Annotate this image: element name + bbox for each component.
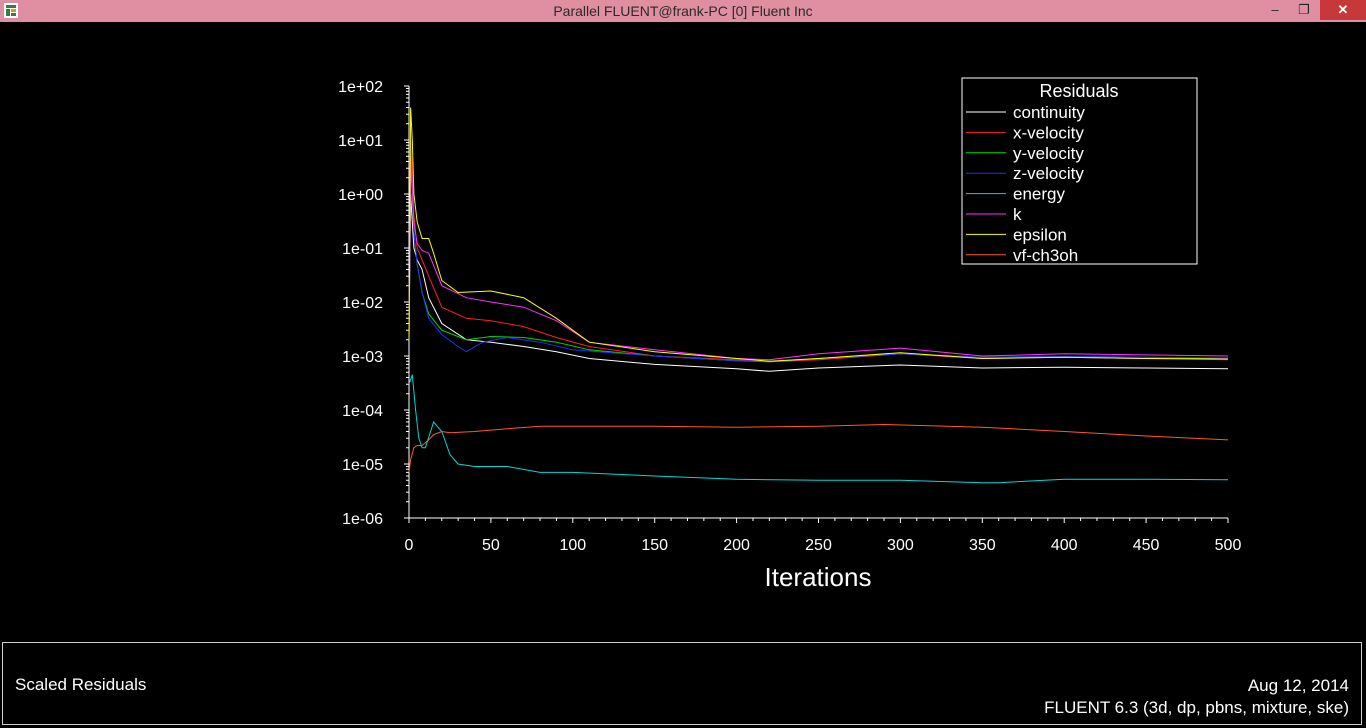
footer-info: Aug 12, 2014 FLUENT 6.3 (3d, dp, pbns, m… (1044, 675, 1349, 719)
date-label: Aug 12, 2014 (1247, 676, 1349, 695)
y-tick-label: 1e+00 (338, 187, 383, 204)
x-tick-label: 100 (559, 537, 586, 554)
x-tick-label: 0 (405, 537, 414, 554)
legend-entry-continuity: continuity (1013, 103, 1085, 122)
y-tick-label: 1e-01 (342, 241, 383, 258)
legend-entry-z-velocity: z-velocity (1013, 164, 1084, 183)
x-tick-label: 450 (1133, 537, 1160, 554)
y-tick-label: 1e-02 (342, 295, 383, 312)
chart-axes: 0 50 100 150 200 250 300 350 400 450 500 1e-06 1e-05… (338, 79, 1241, 554)
x-tick-label: 350 (969, 537, 996, 554)
series-line-continuity (408, 193, 1229, 372)
y-tick-label: 1e+01 (338, 133, 383, 150)
legend-entry-k: k (1013, 205, 1022, 224)
minimize-icon: – (1271, 2, 1279, 17)
legend-box (961, 77, 1198, 265)
footer-panel: Scaled Residuals Aug 12, 2014 FLUENT 6.3… (2, 642, 1362, 725)
y-tick-label: 1e-04 (342, 403, 383, 420)
x-tick-label: 200 (723, 537, 750, 554)
x-tick-label: 400 (1051, 537, 1078, 554)
legend-entry-x-velocity: x-velocity (1013, 123, 1084, 142)
x-tick-label: 500 (1215, 537, 1242, 554)
x-tick-label: 250 (805, 537, 832, 554)
restore-icon: ❐ (1298, 2, 1310, 17)
series-line-epsilon (408, 107, 1229, 362)
residuals-chart: 0 50 100 150 200 250 300 350 400 450 500 1e-06 1e-05… (338, 77, 1241, 592)
version-label: FLUENT 6.3 (3d, dp, pbns, mixture, ske) (1044, 698, 1349, 717)
series-line-vf-ch3oh (408, 423, 1229, 473)
title-bar: Parallel FLUENT@frank-PC [0] Fluent Inc … (0, 0, 1366, 22)
legend-entry-vf-ch3oh: vf-ch3oh (1013, 246, 1078, 265)
fluent-app-icon[interactable] (4, 3, 18, 18)
series-line-k (408, 156, 1229, 361)
x-tick-label: 300 (887, 537, 914, 554)
y-tick-label: 1e+02 (338, 79, 383, 96)
close-button[interactable]: ✕ (1320, 0, 1366, 20)
y-tick-label: 1e-06 (342, 511, 383, 528)
chart-series (408, 107, 1229, 484)
restore-button[interactable]: ❐ (1292, 0, 1316, 20)
legend-title: Residuals (1039, 81, 1118, 101)
window-title: Parallel FLUENT@frank-PC [0] Fluent Inc (553, 3, 813, 19)
x-axis-label: Iterations (765, 562, 872, 592)
minimize-button[interactable]: – (1265, 0, 1285, 20)
y-tick-label: 1e-05 (342, 457, 383, 474)
x-tick-label: 150 (641, 537, 668, 554)
legend-entry-y-velocity: y-velocity (1013, 144, 1084, 163)
series-line-energy (408, 374, 1229, 484)
close-icon: ✕ (1337, 2, 1349, 17)
y-tick-label: 1e-03 (342, 349, 383, 366)
legend-entry-energy: energy (1013, 185, 1065, 204)
plot-type-label: Scaled Residuals (15, 675, 147, 694)
x-tick-label: 50 (482, 537, 500, 554)
legend-entry-epsilon: epsilon (1013, 225, 1067, 244)
